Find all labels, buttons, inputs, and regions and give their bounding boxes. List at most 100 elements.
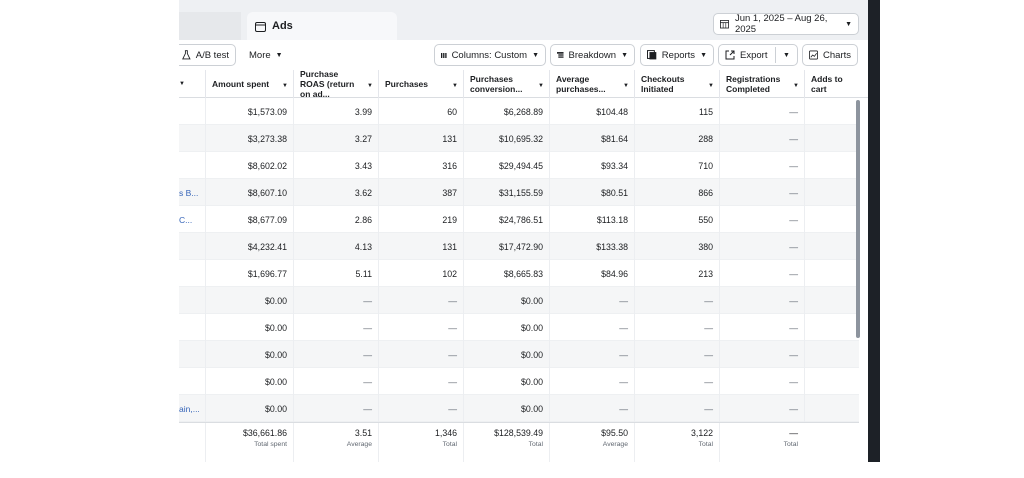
ad-name-link[interactable] <box>179 314 205 341</box>
total-value: 3.51 <box>354 428 372 438</box>
table-cell: $0.00 <box>463 395 549 422</box>
table-cell <box>804 287 868 314</box>
column-sort-icon[interactable]: ▼ <box>367 83 373 89</box>
date-range-label: Jun 1, 2025 – Aug 26, 2025 <box>734 13 828 35</box>
table-cell: $0.00 <box>205 395 293 422</box>
table-row[interactable]: $1,573.09 3.99 60 $6,268.89 $104.48 115— <box>179 98 859 125</box>
chart-icon <box>809 50 818 60</box>
table-cell: — <box>634 395 719 422</box>
column-sort-icon[interactable]: ▼ <box>708 83 714 89</box>
column-header[interactable]: Purchases conversion... ▼ <box>463 70 549 98</box>
charts-button[interactable]: Charts <box>802 44 858 66</box>
total-value: — <box>789 428 798 438</box>
table-cell <box>804 98 868 125</box>
column-sort-icon[interactable]: ▼ <box>793 83 799 89</box>
chevron-down-icon: ▼ <box>845 20 852 28</box>
table-cell: 115 <box>634 98 719 125</box>
breakdown-button[interactable]: Breakdown ▼ <box>550 44 635 66</box>
table-cell: $8,607.10 <box>205 179 293 206</box>
table-row[interactable]: s B... $8,607.10 3.62 387 $31,155.59 $80.51 86… <box>179 179 859 206</box>
table-row[interactable]: $8,602.02 3.43 316 $29,494.45 $93.34 710— <box>179 152 859 179</box>
vertical-scrollbar[interactable] <box>856 100 860 338</box>
table-cell: $3,273.38 <box>205 125 293 152</box>
table-cell: — <box>719 233 804 260</box>
column-header[interactable]: Registrations Completed ▼ <box>719 70 804 98</box>
table-cell: $31,155.59 <box>463 179 549 206</box>
column-header[interactable]: Amount spent ▼ <box>205 70 293 98</box>
more-label: More <box>249 49 271 61</box>
column-header[interactable]: Purchases ▼ <box>378 70 463 98</box>
column-header[interactable]: Checkouts Initiated ▼ <box>634 70 719 98</box>
total-value: $128,539.49 <box>494 428 543 438</box>
total-label: Average <box>602 441 628 448</box>
table-row[interactable]: C... $8,677.09 2.86 219 $24,786.51 $113.18 550… <box>179 206 859 233</box>
table-cell: — <box>293 341 378 368</box>
total-cell: 1,346 Total <box>378 423 463 462</box>
total-label: Total <box>442 441 457 448</box>
charts-label: Charts <box>823 49 851 61</box>
ad-name-link[interactable] <box>179 125 205 152</box>
ad-name-link[interactable] <box>179 368 205 395</box>
total-cell: 3,122 Total <box>634 423 719 462</box>
table-cell: 2.86 <box>293 206 378 233</box>
date-range-picker[interactable]: Jun 1, 2025 – Aug 26, 2025 ▼ <box>713 13 859 35</box>
reports-button[interactable]: Reports ▼ <box>640 44 714 66</box>
table-row[interactable]: $3,273.38 3.27 131 $10,695.32 $81.64 288— <box>179 125 859 152</box>
ad-name-link[interactable]: ain,... <box>179 403 200 414</box>
export-button[interactable]: Export ▼ <box>718 44 798 66</box>
table-cell: $0.00 <box>205 368 293 395</box>
ad-name-link[interactable] <box>179 233 205 260</box>
more-button[interactable]: More ▼ <box>243 44 289 66</box>
tab-ads[interactable]: Ads <box>247 12 397 40</box>
table-row[interactable]: $0.00— — $0.00— — — <box>179 287 859 314</box>
column-sort-icon[interactable]: ▼ <box>623 83 629 89</box>
table-row[interactable]: $4,232.41 4.13 131 $17,472.90 $133.38 380— <box>179 233 859 260</box>
column-sort-icon[interactable]: ▼ <box>282 83 288 89</box>
column-sort-icon[interactable]: ▼ <box>538 83 544 89</box>
total-cell: $36,661.86 Total spent <box>205 423 293 462</box>
table-row[interactable]: $0.00— — $0.00— — — <box>179 341 859 368</box>
table-cell: $0.00 <box>463 368 549 395</box>
export-dropdown-chevron-icon[interactable]: ▼ <box>783 51 790 59</box>
name-column-sort-icon[interactable]: ▼ <box>179 81 185 87</box>
total-label: Average <box>346 441 372 448</box>
table-cell: $8,677.09 <box>205 206 293 233</box>
table-cell: — <box>719 314 804 341</box>
column-sort-icon[interactable]: ▼ <box>452 83 458 89</box>
table-cell: 213 <box>634 260 719 287</box>
tab-previous[interactable] <box>179 12 241 40</box>
window-edge <box>868 0 880 462</box>
table-row[interactable]: $1,696.77 5.11 102 $8,665.83 $84.96 213— <box>179 260 859 287</box>
table-cell: — <box>293 395 378 422</box>
table-cell: — <box>549 314 634 341</box>
total-value: 1,346 <box>434 428 457 438</box>
ad-name-link[interactable] <box>179 287 205 314</box>
column-header[interactable]: Average purchases... ▼ <box>549 70 634 98</box>
ad-name-link[interactable] <box>179 260 205 287</box>
ad-name-link[interactable] <box>179 98 205 125</box>
table-cell: $84.96 <box>549 260 634 287</box>
ad-name-link[interactable] <box>179 152 205 179</box>
total-value: $36,661.86 <box>242 428 287 438</box>
ad-name-link[interactable] <box>179 341 205 368</box>
table-cell: — <box>549 395 634 422</box>
ad-name-link[interactable]: s B... <box>179 187 199 198</box>
table-row[interactable]: $0.00— — $0.00— — — <box>179 314 859 341</box>
table-cell: 316 <box>378 152 463 179</box>
table-cell <box>804 395 868 422</box>
table-row[interactable]: ain,... $0.00— — $0.00— — — <box>179 395 859 422</box>
tab-bar: Ads Jun 1, 2025 – Aug 26, 2025 ▼ <box>179 0 868 40</box>
export-divider <box>775 47 776 63</box>
table-cell: 5.11 <box>293 260 378 287</box>
table-cell: $4,232.41 <box>205 233 293 260</box>
table-header: ▼ Amount spent ▼ Purchase ROAS (return on … <box>179 69 868 99</box>
ab-test-button[interactable]: A/B test <box>179 44 236 66</box>
ad-name-link[interactable]: C... <box>179 214 193 225</box>
total-label: Total <box>528 441 543 448</box>
table-row[interactable]: $0.00— — $0.00— — — <box>179 368 859 395</box>
columns-button[interactable]: Columns: Custom ▼ <box>434 44 546 66</box>
column-header[interactable]: Adds to cart <box>804 70 868 98</box>
column-header[interactable]: Purchase ROAS (return on ad... ▼ <box>293 69 378 99</box>
table-cell: 550 <box>634 206 719 233</box>
table-cell: $104.48 <box>549 98 634 125</box>
